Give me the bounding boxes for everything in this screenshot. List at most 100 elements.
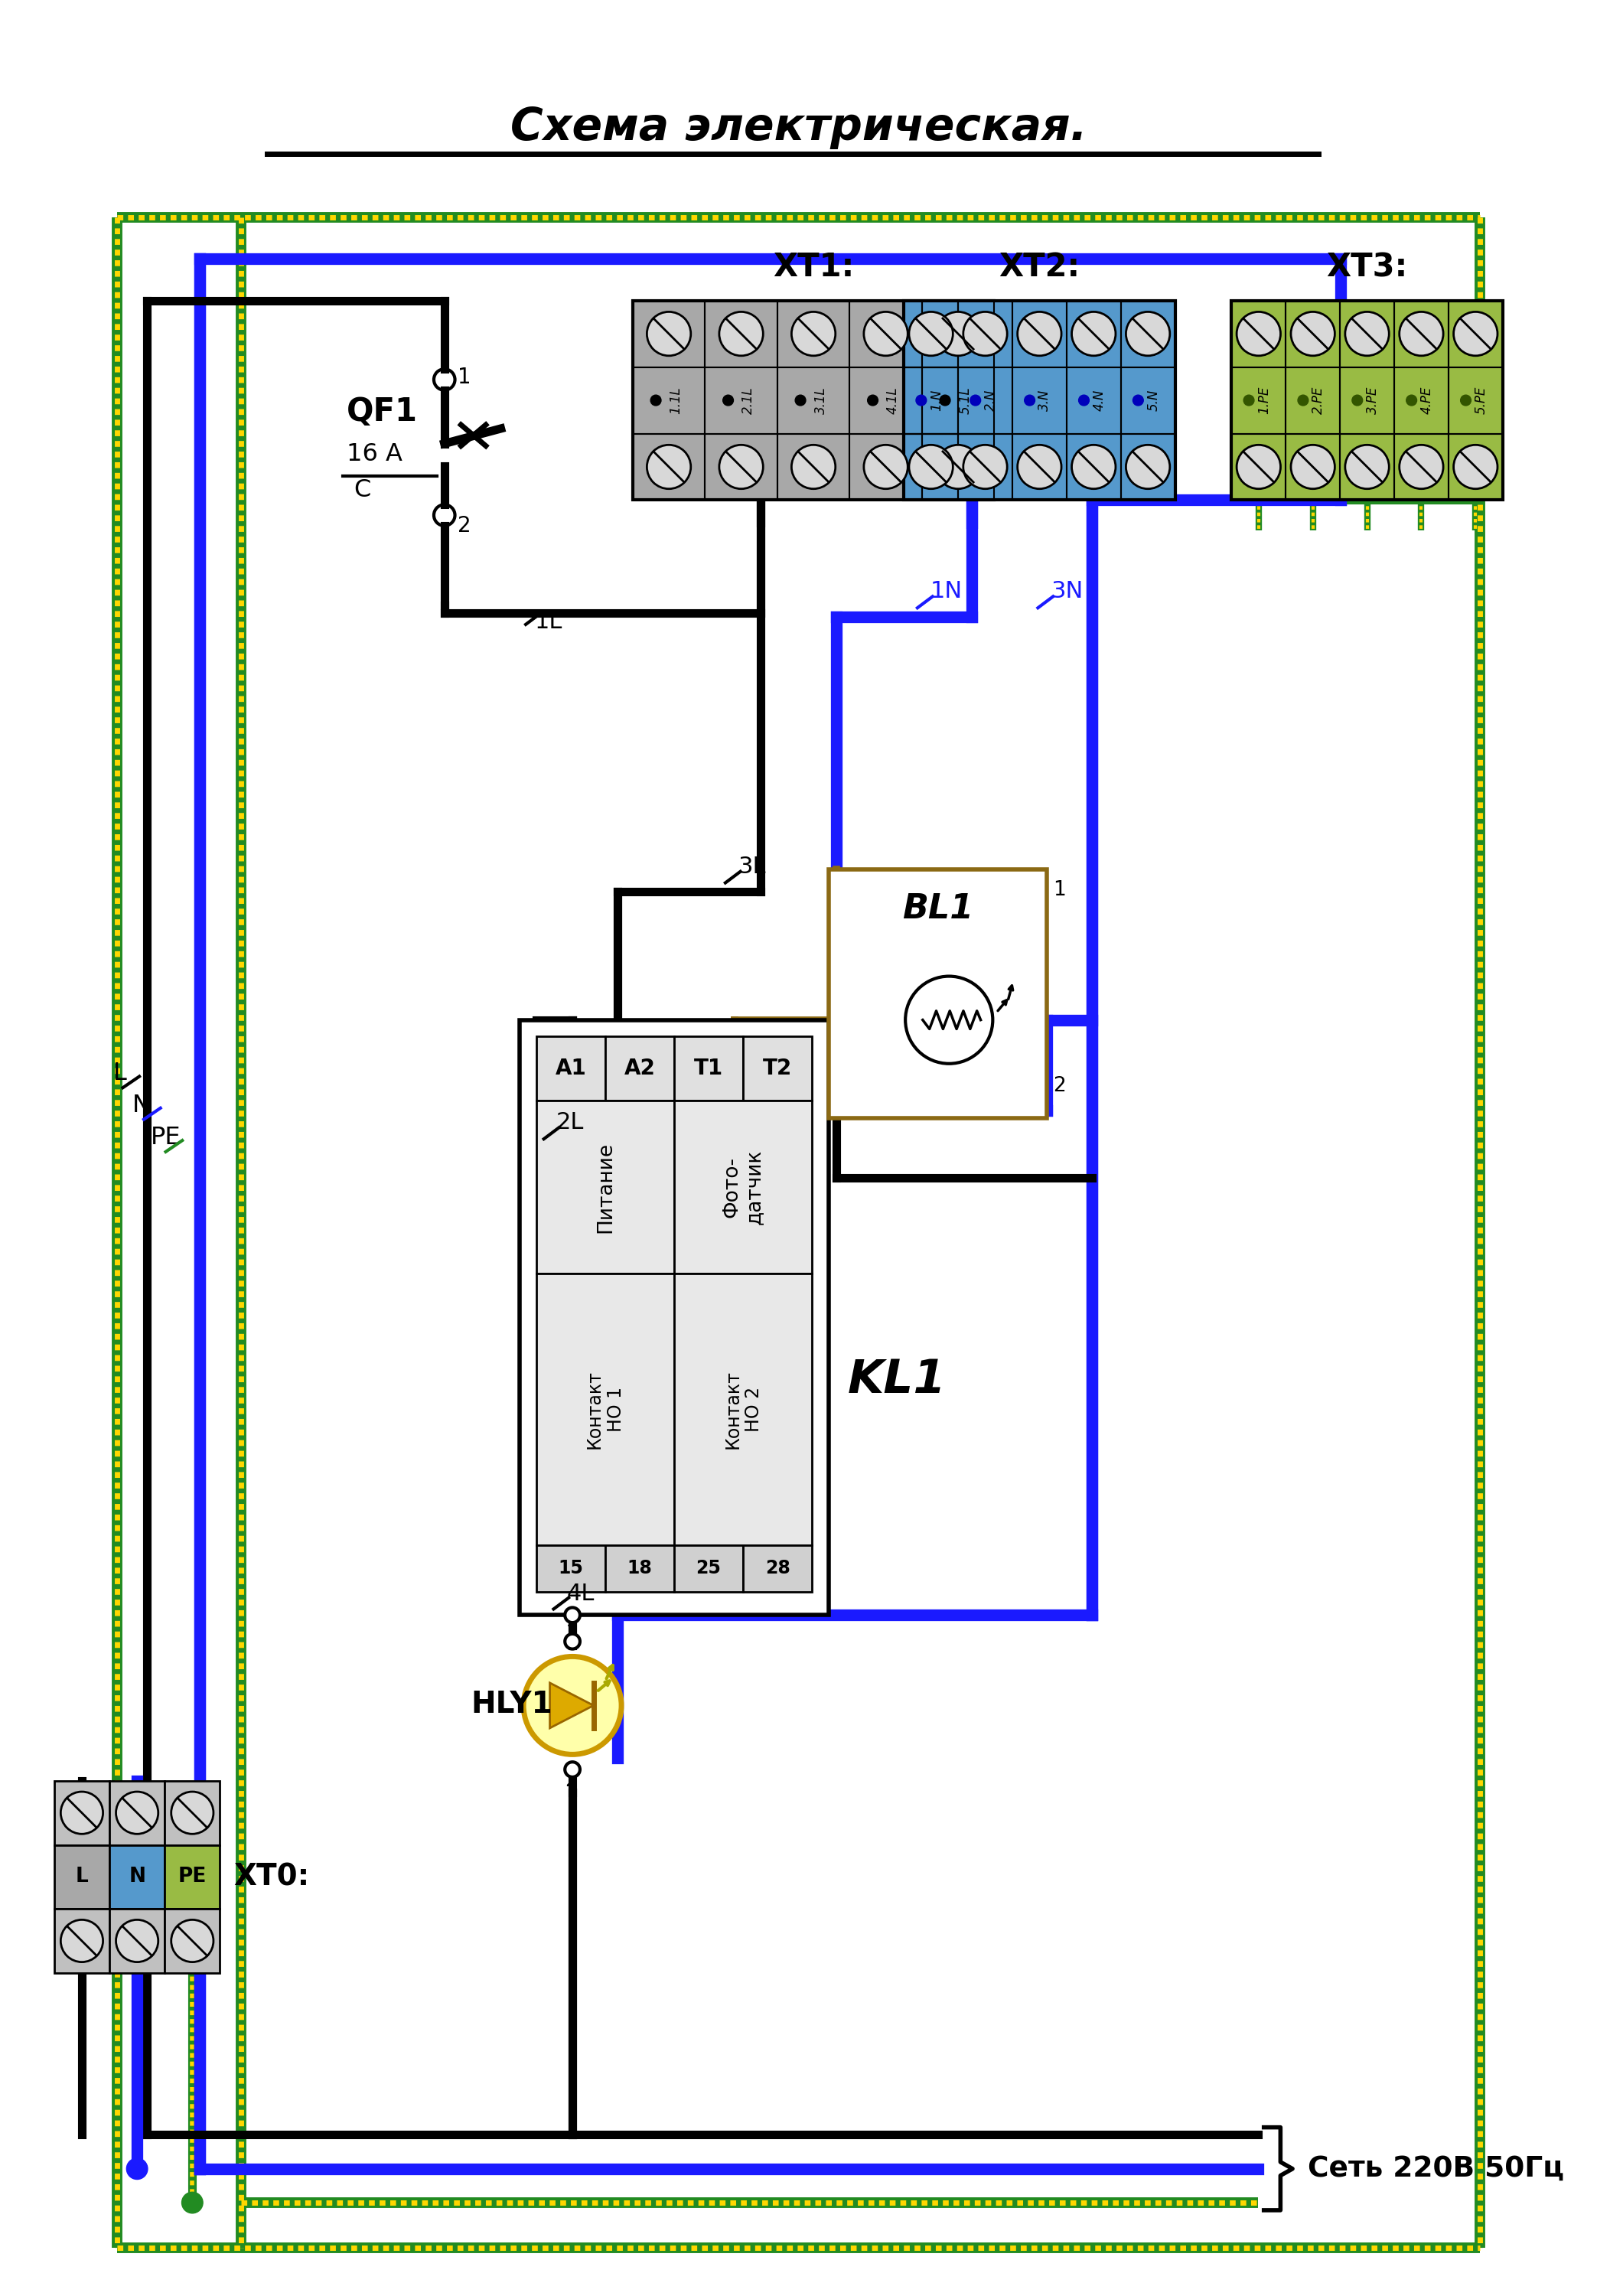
Text: 4L: 4L — [566, 1582, 594, 1605]
Text: 2.PE: 2.PE — [1311, 386, 1324, 413]
Text: 1: 1 — [565, 1612, 578, 1630]
FancyBboxPatch shape — [164, 1908, 221, 1972]
Circle shape — [1454, 312, 1498, 356]
Circle shape — [940, 395, 951, 406]
Circle shape — [170, 1919, 214, 1963]
Circle shape — [1399, 445, 1443, 489]
Text: 25: 25 — [696, 1559, 721, 1577]
Circle shape — [962, 445, 1008, 489]
Circle shape — [1071, 312, 1115, 356]
Circle shape — [909, 445, 953, 489]
Circle shape — [524, 1655, 622, 1754]
Circle shape — [1345, 312, 1389, 356]
Text: 2: 2 — [458, 514, 471, 537]
Text: 4.N: 4.N — [1092, 390, 1105, 411]
FancyBboxPatch shape — [109, 1908, 164, 1972]
Circle shape — [1079, 395, 1089, 406]
FancyBboxPatch shape — [519, 1019, 828, 1614]
FancyBboxPatch shape — [164, 1846, 221, 1908]
Text: 4.1L: 4.1L — [886, 386, 899, 413]
Text: KL1: KL1 — [847, 1357, 946, 1403]
Text: Схема электрическая.: Схема электрическая. — [510, 106, 1087, 149]
FancyBboxPatch shape — [674, 1100, 812, 1274]
Circle shape — [915, 395, 927, 406]
FancyBboxPatch shape — [674, 1274, 812, 1545]
Circle shape — [1345, 445, 1389, 489]
Circle shape — [936, 445, 980, 489]
Text: С: С — [354, 478, 372, 503]
Text: 1.PE: 1.PE — [1258, 386, 1271, 413]
Text: 28: 28 — [764, 1559, 790, 1577]
Text: 2.1L: 2.1L — [742, 386, 755, 413]
Circle shape — [1237, 445, 1281, 489]
Circle shape — [792, 312, 836, 356]
Text: QF1: QF1 — [346, 395, 417, 427]
Text: Питание: Питание — [596, 1141, 615, 1233]
Text: T2: T2 — [763, 1058, 792, 1079]
Circle shape — [867, 395, 878, 406]
FancyBboxPatch shape — [109, 1846, 164, 1908]
Circle shape — [1126, 445, 1170, 489]
Circle shape — [565, 1761, 579, 1777]
Circle shape — [170, 1791, 214, 1835]
Text: 16 А: 16 А — [346, 443, 403, 466]
Text: 2L: 2L — [555, 1111, 584, 1134]
Circle shape — [719, 445, 763, 489]
Circle shape — [182, 2193, 203, 2213]
Circle shape — [60, 1919, 102, 1963]
Circle shape — [906, 976, 993, 1063]
Polygon shape — [550, 1683, 594, 1729]
Circle shape — [1290, 312, 1334, 356]
Text: N: N — [133, 1093, 151, 1118]
Text: 3L: 3L — [738, 856, 766, 877]
FancyBboxPatch shape — [674, 1545, 743, 1591]
Circle shape — [127, 2158, 148, 2179]
Circle shape — [936, 312, 980, 356]
Text: Фото-
датчик: Фото- датчик — [722, 1150, 764, 1224]
Circle shape — [651, 395, 661, 406]
Text: 3.PE: 3.PE — [1365, 386, 1380, 413]
FancyBboxPatch shape — [54, 1846, 109, 1908]
Circle shape — [971, 395, 980, 406]
Text: 2: 2 — [1053, 1077, 1066, 1095]
Circle shape — [1406, 395, 1417, 406]
Circle shape — [648, 312, 691, 356]
Circle shape — [1018, 445, 1061, 489]
Text: XT3:: XT3: — [1326, 250, 1407, 282]
FancyBboxPatch shape — [743, 1035, 812, 1100]
FancyBboxPatch shape — [633, 301, 995, 501]
Circle shape — [863, 312, 907, 356]
Text: 4.PE: 4.PE — [1420, 386, 1433, 413]
Text: XT1:: XT1: — [773, 250, 854, 282]
Text: XT0:: XT0: — [234, 1862, 310, 1892]
Text: 15: 15 — [558, 1559, 583, 1577]
Text: L: L — [114, 1061, 127, 1086]
Text: 3.N: 3.N — [1039, 390, 1052, 411]
Circle shape — [1298, 395, 1308, 406]
Circle shape — [719, 312, 763, 356]
Text: N: N — [128, 1867, 146, 1887]
FancyBboxPatch shape — [674, 1035, 743, 1100]
Text: PE: PE — [179, 1867, 206, 1887]
Circle shape — [722, 395, 734, 406]
Circle shape — [1454, 445, 1498, 489]
Circle shape — [1018, 312, 1061, 356]
FancyBboxPatch shape — [109, 1782, 164, 1846]
Circle shape — [1133, 395, 1143, 406]
Text: 1: 1 — [1053, 879, 1066, 900]
Text: 3.1L: 3.1L — [813, 386, 828, 413]
Circle shape — [1237, 312, 1281, 356]
Text: BL1: BL1 — [902, 893, 974, 925]
Text: T1: T1 — [695, 1058, 724, 1079]
Circle shape — [115, 1919, 157, 1963]
Text: 2.N: 2.N — [984, 390, 998, 411]
FancyBboxPatch shape — [54, 1908, 109, 1972]
FancyBboxPatch shape — [536, 1274, 674, 1545]
Text: 2: 2 — [565, 1770, 578, 1791]
Text: A1: A1 — [555, 1058, 586, 1079]
Circle shape — [962, 312, 1008, 356]
Text: Контакт
НО 2: Контакт НО 2 — [724, 1371, 763, 1449]
Circle shape — [1399, 312, 1443, 356]
FancyBboxPatch shape — [536, 1100, 674, 1274]
Text: HLY1: HLY1 — [471, 1690, 552, 1720]
